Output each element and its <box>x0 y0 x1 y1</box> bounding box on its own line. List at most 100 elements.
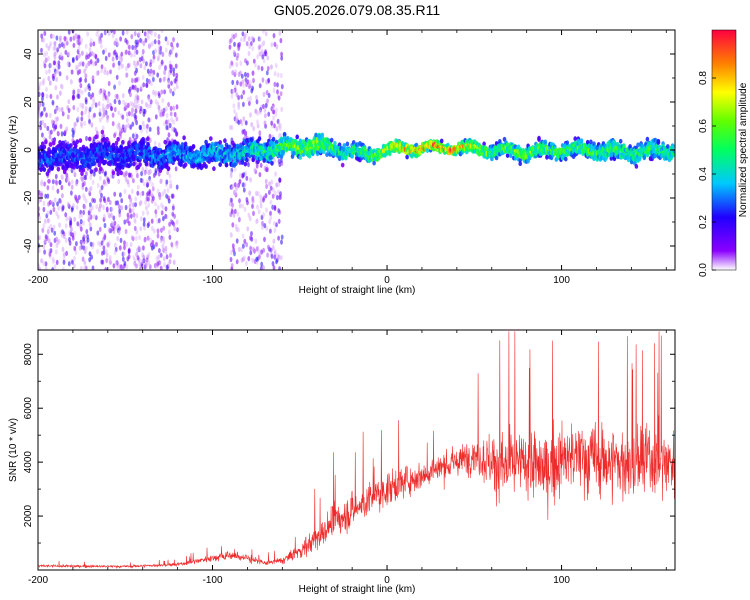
heatmap-cell <box>170 41 174 48</box>
heatmap-cell <box>137 245 141 251</box>
heatmap-cell <box>337 142 342 148</box>
heatmap-cell <box>91 75 95 81</box>
heatmap-cell <box>104 95 108 101</box>
heatmap-cell <box>158 248 161 254</box>
heatmap-cell <box>231 202 234 208</box>
heatmap-cell <box>165 179 169 185</box>
heatmap-cell <box>151 40 154 46</box>
heatmap-cell <box>43 52 46 58</box>
heatmap-cell <box>163 139 167 145</box>
heatmap-cell <box>87 210 91 216</box>
heatmap-cell <box>83 68 86 75</box>
heatmap-cell <box>114 200 118 206</box>
heatmap-cell <box>264 113 267 119</box>
heatmap-cell <box>56 166 61 172</box>
heatmap-cell <box>165 106 168 112</box>
heatmap-cell <box>262 103 265 110</box>
heatmap-cell <box>258 172 262 178</box>
heatmap-cell <box>325 152 329 158</box>
heatmap-cell <box>243 206 247 212</box>
heatmap-cell <box>246 60 249 66</box>
heatmap-cell <box>79 83 83 89</box>
heatmap-cell <box>50 119 54 125</box>
heatmap-cell <box>245 175 249 181</box>
heatmap-cell <box>238 172 242 178</box>
heatmap-cell <box>174 52 178 58</box>
heatmap-cell <box>256 245 260 251</box>
heatmap-cell <box>263 107 267 113</box>
heatmap-cell <box>94 134 98 140</box>
heatmap-cell <box>134 202 138 208</box>
heatmap-cell <box>231 222 235 228</box>
heatmap-cell <box>258 83 262 89</box>
heatmap-cell <box>262 30 265 34</box>
heatmap-cell <box>114 140 119 146</box>
heatmap-cell <box>158 93 161 99</box>
heatmap-cell <box>75 66 79 72</box>
heatmap-cell <box>78 77 82 84</box>
heatmap-cell <box>108 228 112 234</box>
heatmap-cell <box>147 260 151 266</box>
heatmap-cell <box>39 125 43 131</box>
heatmap-cell <box>116 41 120 47</box>
heatmap-cell <box>133 217 137 223</box>
heatmap-cell <box>106 98 110 104</box>
heatmap-cell <box>124 177 128 183</box>
heatmap-cell <box>265 207 268 213</box>
heatmap-cell <box>49 242 53 248</box>
heatmap-cell <box>51 123 55 129</box>
heatmap-cell <box>248 43 252 50</box>
heatmap-cell <box>56 130 60 136</box>
heatmap-cell <box>247 212 251 218</box>
heatmap-cell <box>48 68 51 74</box>
heatmap-cell <box>52 224 56 230</box>
heatmap-cell <box>150 191 154 197</box>
heatmap-cell <box>65 250 68 256</box>
heatmap-cell <box>618 138 623 144</box>
heatmap-cell <box>256 54 260 60</box>
heatmap-cell <box>268 219 271 225</box>
heatmap-cell <box>116 235 120 242</box>
heatmap-cell <box>270 64 273 70</box>
heatmap-cell <box>73 143 78 149</box>
heatmap-cell <box>83 260 87 266</box>
heatmap-cell <box>228 63 232 69</box>
heatmap-cell <box>175 72 179 78</box>
heatmap-cell <box>56 214 60 220</box>
heatmap-cell <box>85 135 88 142</box>
heatmap-cell <box>174 166 178 172</box>
heatmap-cell <box>98 111 102 117</box>
heatmap-cell <box>388 151 392 157</box>
heatmap-cell <box>38 102 42 108</box>
heatmap-cell <box>121 63 124 69</box>
heatmap-cell <box>60 233 64 239</box>
heatmap-cell <box>88 106 92 112</box>
heatmap-cell <box>53 71 57 77</box>
heatmap-cell <box>152 228 156 234</box>
heatmap-cell <box>125 66 128 72</box>
heatmap-cell <box>263 120 267 126</box>
heatmap-cell <box>47 238 51 244</box>
heatmap-cell <box>89 175 92 181</box>
heatmap-cell <box>113 106 117 113</box>
heatmap-cell <box>88 85 92 91</box>
heatmap-cell <box>237 95 241 101</box>
heatmap-cell <box>147 96 151 102</box>
heatmap-cell <box>96 182 100 189</box>
heatmap-cell <box>84 175 88 181</box>
heatmap-cell <box>270 253 274 259</box>
heatmap-cell <box>56 94 59 100</box>
heatmap-cell <box>136 39 140 45</box>
heatmap-cell <box>256 123 260 129</box>
heatmap-cell <box>116 171 120 177</box>
heatmap-cell <box>154 90 158 96</box>
heatmap-cell <box>230 185 234 191</box>
heatmap-cell <box>73 263 76 269</box>
heatmap-cell <box>113 132 116 139</box>
heatmap-cell <box>231 70 235 76</box>
heatmap-cell <box>54 85 58 91</box>
heatmap-cell <box>585 139 590 145</box>
heatmap-cell <box>269 228 272 234</box>
heatmap-cell <box>60 184 64 191</box>
heatmap-cell <box>171 126 175 132</box>
